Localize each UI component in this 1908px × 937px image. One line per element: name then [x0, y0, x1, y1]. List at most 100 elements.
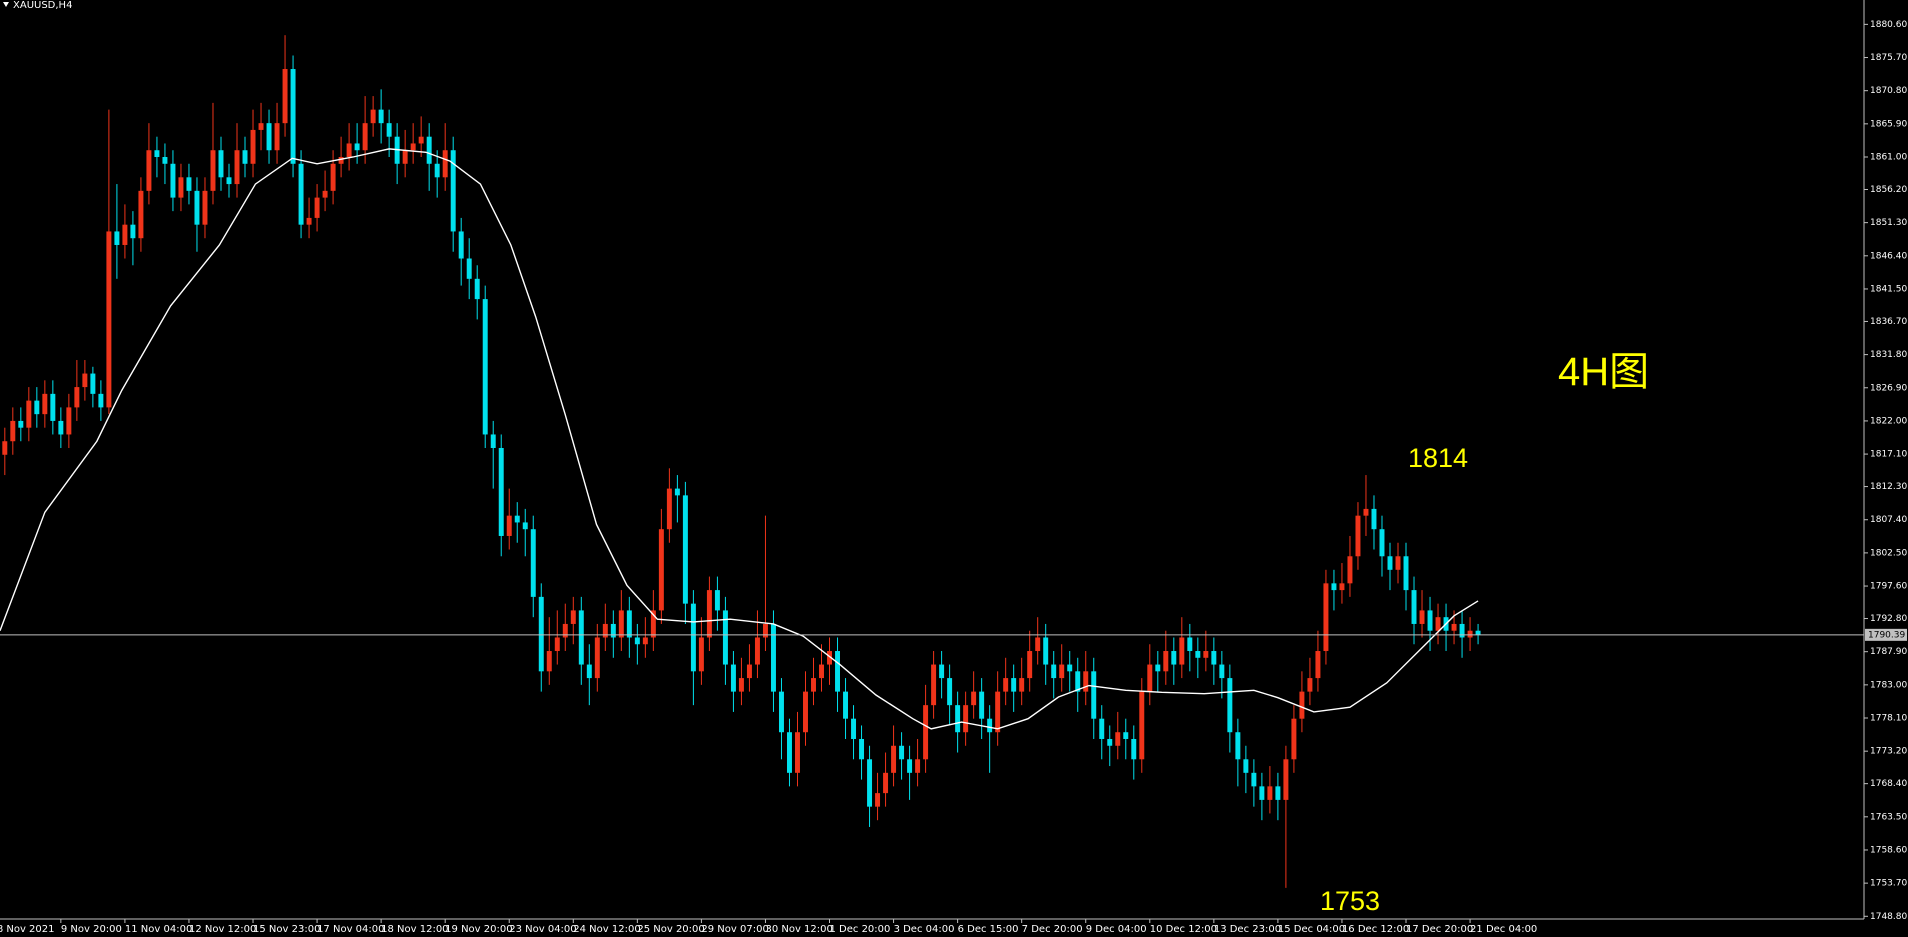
candle-body — [730, 664, 736, 692]
candle-body — [1307, 678, 1313, 692]
candle-body — [1315, 651, 1321, 679]
candle-body — [498, 447, 504, 536]
candle-body — [1411, 590, 1417, 624]
y-tick-label: 1753.70 — [1870, 879, 1907, 889]
candle-body — [786, 732, 792, 773]
y-tick-label: 1851.30 — [1870, 218, 1907, 228]
y-tick-label: 1865.90 — [1870, 119, 1907, 129]
candle-body — [1371, 508, 1377, 530]
candle-body — [1107, 738, 1113, 746]
candle-body — [1355, 515, 1361, 557]
candle-body — [130, 224, 136, 239]
candle-body — [586, 664, 592, 679]
candle-body — [538, 596, 544, 672]
candle-body — [482, 299, 488, 435]
candle-body — [1267, 786, 1273, 800]
y-tick-label: 1787.90 — [1870, 647, 1907, 657]
candle-body — [554, 637, 560, 652]
candle-body — [626, 610, 632, 638]
candle-body — [939, 664, 945, 679]
candle-body — [1467, 630, 1473, 638]
title-marker — [3, 2, 9, 7]
candle-body — [915, 759, 921, 773]
candle-body — [90, 373, 96, 394]
x-tick-label: 16 Dec 12:00 — [1342, 924, 1409, 935]
x-tick-label: 11 Nov 04:00 — [125, 924, 192, 935]
candle-body — [1283, 759, 1289, 800]
candle-body — [338, 157, 344, 164]
candle-body — [562, 623, 568, 638]
candle-body — [690, 603, 696, 672]
candle-body — [1331, 583, 1337, 591]
candle-body — [1059, 664, 1065, 679]
y-tick-label: 1768.40 — [1870, 779, 1907, 789]
candle-body — [1003, 678, 1009, 692]
candle-body — [306, 217, 312, 225]
candle-body — [1035, 637, 1041, 652]
y-tick-label: 1822.00 — [1870, 416, 1907, 426]
candle-body — [899, 745, 905, 760]
candle-body — [354, 143, 360, 151]
candle-body — [610, 623, 616, 638]
candle-body — [162, 157, 168, 164]
candle-body — [987, 718, 993, 733]
y-tick-label: 1831.80 — [1870, 350, 1907, 360]
candle-body — [1067, 664, 1073, 672]
y-tick-label: 1846.40 — [1870, 251, 1907, 261]
candle-body — [867, 759, 873, 807]
candle-body — [1051, 664, 1057, 679]
candle-body — [346, 143, 352, 158]
candle-body — [1083, 671, 1089, 692]
candle-body — [322, 190, 328, 198]
candle-body — [1419, 610, 1425, 624]
candle-body — [234, 150, 240, 185]
candle-body — [466, 258, 472, 279]
candle-body — [178, 177, 184, 198]
y-tick-label: 1826.90 — [1870, 383, 1907, 393]
y-tick-label: 1875.70 — [1870, 53, 1907, 63]
candle-body — [658, 529, 664, 611]
candle-body — [1043, 637, 1049, 665]
candle-body — [795, 732, 800, 773]
candle-body — [522, 522, 528, 530]
candle-body — [1291, 718, 1297, 760]
candle-body — [923, 705, 929, 760]
candle-body — [971, 691, 977, 706]
candle-body — [298, 163, 304, 225]
y-tick-label: 1773.20 — [1870, 747, 1907, 757]
x-tick-label: 17 Dec 20:00 — [1406, 924, 1473, 935]
candle-body — [931, 664, 937, 706]
candle-body — [778, 691, 784, 733]
candle-body — [1475, 630, 1481, 635]
candle-body — [1347, 556, 1353, 584]
candle-body — [410, 143, 416, 151]
last-price-label: 1790.39 — [1868, 630, 1905, 640]
candle-body — [706, 590, 712, 638]
candle-body — [1115, 732, 1121, 746]
candle-body — [210, 150, 216, 191]
candle-body — [274, 123, 280, 151]
x-tick-label: 18 Nov 12:00 — [381, 924, 448, 935]
candle-body — [1259, 786, 1265, 800]
candle-body — [1099, 718, 1105, 739]
y-tick-label: 1763.50 — [1870, 812, 1907, 822]
candle-body — [634, 637, 640, 645]
x-tick-label: 3 Dec 04:00 — [894, 924, 955, 935]
candle-body — [402, 150, 408, 164]
x-tick-label: 9 Dec 04:00 — [1086, 924, 1147, 935]
candle-body — [674, 488, 680, 496]
candle-body — [891, 745, 897, 773]
candle-body — [979, 691, 985, 719]
candle-body — [1427, 610, 1433, 631]
candle-body — [370, 109, 376, 124]
x-tick-label: 15 Dec 04:00 — [1278, 924, 1345, 935]
candle-body — [82, 373, 88, 388]
candle-body — [578, 610, 584, 665]
y-tick-label: 1861.00 — [1870, 153, 1907, 163]
candle-body — [1123, 732, 1129, 739]
candle-body — [1211, 651, 1217, 665]
candle-body — [811, 678, 816, 692]
candle-body — [1387, 556, 1393, 570]
x-tick-label: 15 Nov 23:00 — [253, 924, 320, 935]
candle-body — [242, 150, 248, 164]
